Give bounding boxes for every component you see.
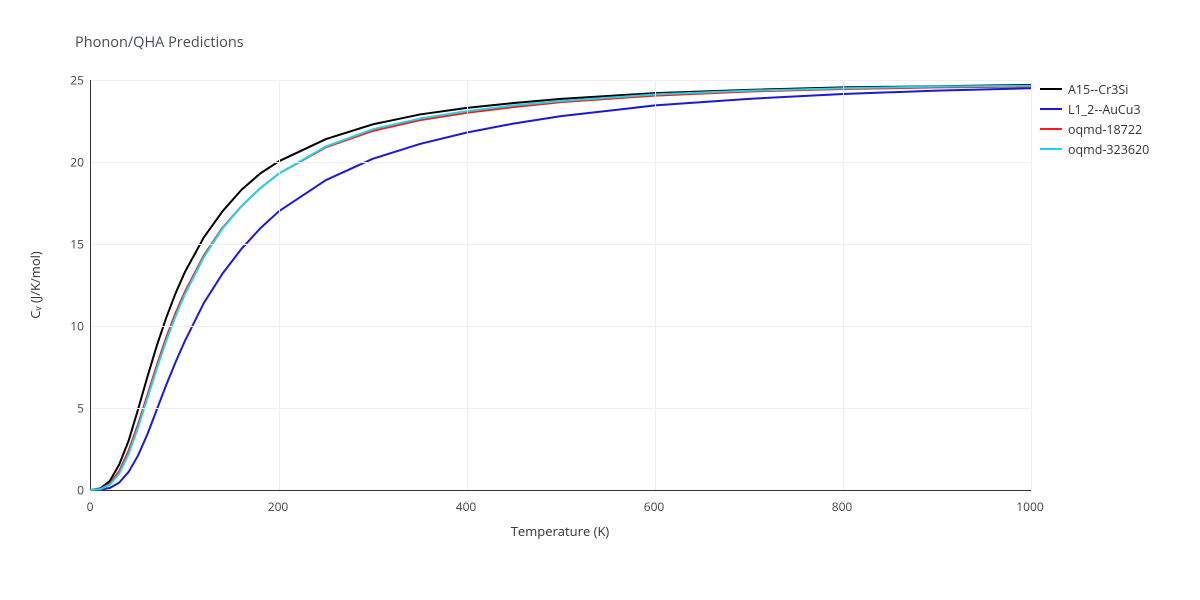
grid-line-v	[1031, 80, 1032, 490]
legend-swatch	[1040, 108, 1062, 110]
legend-swatch	[1040, 128, 1062, 130]
legend-item[interactable]: A15--Cr3Si	[1040, 80, 1149, 98]
grid-line-h	[91, 162, 1031, 163]
legend: A15--Cr3Si L1_2--AuCu3 oqmd-18722 oqmd-3236…	[1040, 80, 1149, 160]
plot-area[interactable]	[90, 80, 1031, 491]
x-tick-label: 0	[87, 498, 94, 515]
chart-title: Phonon/QHA Predictions	[75, 33, 244, 52]
series-line[interactable]	[91, 88, 1031, 490]
grid-line-v	[843, 80, 844, 490]
legend-label: A15--Cr3Si	[1068, 81, 1128, 98]
x-tick-label: 400	[456, 498, 477, 515]
x-tick-label: 200	[268, 498, 289, 515]
legend-item[interactable]: oqmd-323620	[1040, 140, 1149, 158]
chart-container: Phonon/QHA Predictions Temperature (K) C…	[0, 0, 1200, 600]
x-tick-label: 800	[832, 498, 853, 515]
grid-line-v	[655, 80, 656, 490]
y-tick-label: 10	[62, 318, 84, 335]
grid-line-h	[91, 326, 1031, 327]
y-tick-label: 15	[62, 236, 84, 253]
y-tick-label: 20	[62, 154, 84, 171]
grid-line-v	[279, 80, 280, 490]
legend-label: L1_2--AuCu3	[1068, 101, 1141, 118]
grid-line-v	[467, 80, 468, 490]
legend-label: oqmd-18722	[1068, 121, 1142, 138]
legend-item[interactable]: L1_2--AuCu3	[1040, 100, 1149, 118]
y-tick-label: 5	[62, 400, 84, 417]
series-line[interactable]	[91, 86, 1031, 490]
grid-line-h	[91, 408, 1031, 409]
y-tick-label: 25	[62, 72, 84, 89]
x-tick-label: 1000	[1016, 498, 1043, 515]
x-tick-label: 600	[644, 498, 665, 515]
series-line[interactable]	[91, 87, 1031, 490]
legend-label: oqmd-323620	[1068, 141, 1149, 158]
legend-swatch	[1040, 148, 1062, 150]
x-axis-label: Temperature (K)	[511, 522, 610, 540]
y-axis-label: Cᵥ (J/K/mol)	[26, 251, 44, 319]
series-line[interactable]	[91, 85, 1031, 490]
grid-line-h	[91, 244, 1031, 245]
y-tick-label: 0	[62, 482, 84, 499]
curves-svg	[91, 80, 1031, 490]
legend-item[interactable]: oqmd-18722	[1040, 120, 1149, 138]
grid-line-h	[91, 80, 1031, 81]
legend-swatch	[1040, 88, 1062, 90]
